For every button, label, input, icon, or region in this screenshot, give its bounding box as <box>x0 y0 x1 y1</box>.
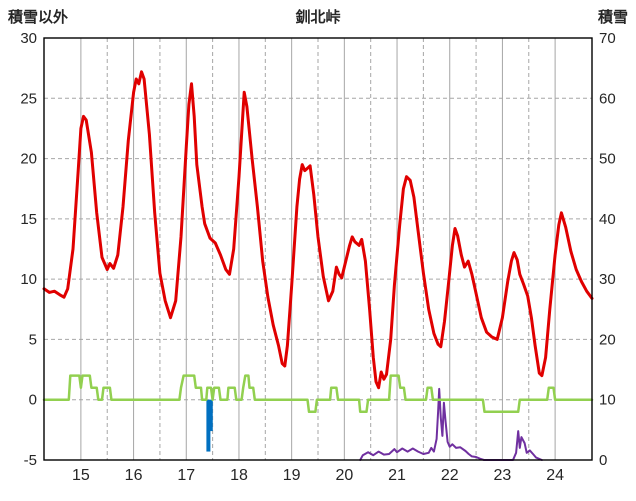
left-axis-tick-label: 20 <box>20 151 37 168</box>
right-axis-tick-label: 40 <box>599 211 616 228</box>
x-axis-tick-label: 24 <box>546 467 564 484</box>
x-axis-tick-label: 15 <box>72 467 90 484</box>
x-axis-tick-label: 19 <box>283 467 301 484</box>
right-axis-tick-label: 70 <box>599 30 616 47</box>
right-axis-tick-label: 50 <box>599 151 616 168</box>
left-axis-tick-label: 25 <box>20 90 37 107</box>
left-axis-tick-label: 10 <box>20 271 37 288</box>
left-axis-tick-label: 15 <box>20 211 37 228</box>
green-line <box>42 374 594 414</box>
left-axis-title: 積雪以外 <box>8 9 69 26</box>
x-axis-tick-label: 21 <box>388 467 406 484</box>
blue-bar <box>208 399 213 432</box>
blue-bar <box>206 399 211 452</box>
red-line <box>42 70 594 390</box>
right-axis-tick-label: 10 <box>599 392 616 409</box>
x-axis-tick-label: 22 <box>441 467 459 484</box>
plot-border <box>43 37 593 461</box>
x-axis-tick-label: 18 <box>230 467 248 484</box>
chart-title: 釧北峠 <box>295 9 341 26</box>
x-axis-tick-label: 20 <box>335 467 353 484</box>
x-axis-tick-label: 17 <box>177 467 195 484</box>
x-axis-tick-label: 16 <box>125 467 143 484</box>
right-axis-tick-label: 30 <box>599 271 616 288</box>
purple-line <box>359 387 543 461</box>
left-axis-tick-label: -5 <box>24 452 37 469</box>
x-axis-tick-label: 23 <box>494 467 512 484</box>
left-axis-tick-label: 5 <box>29 331 37 348</box>
right-axis-tick-label: 20 <box>599 331 616 348</box>
left-axis-tick-label: 30 <box>20 30 37 47</box>
right-axis-tick-label: 60 <box>599 90 616 107</box>
right-axis-tick-label: 0 <box>599 452 607 469</box>
left-axis-tick-label: 0 <box>29 392 37 409</box>
right-axis-title: 積雪 <box>597 9 628 26</box>
